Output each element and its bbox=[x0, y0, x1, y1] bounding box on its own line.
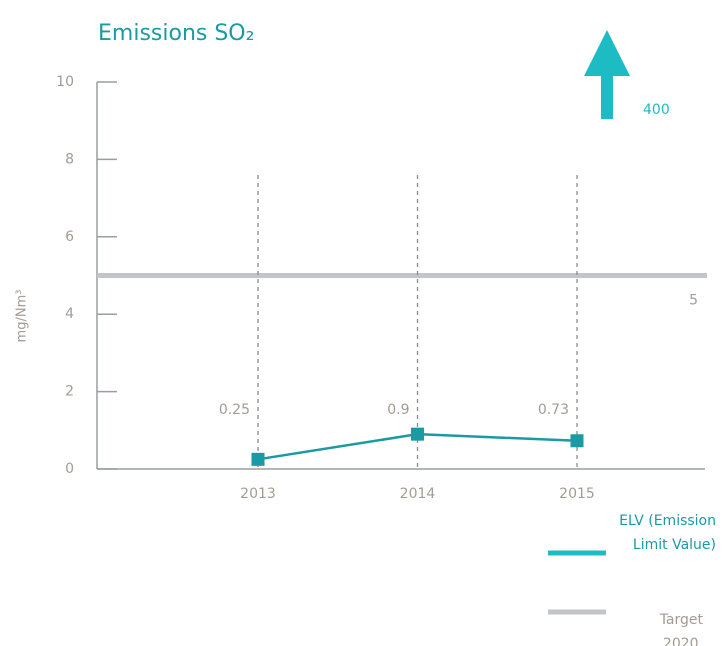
data-label: 0.73 bbox=[538, 402, 569, 418]
data-label: 0.25 bbox=[219, 402, 250, 418]
x-tick-label: 2015 bbox=[559, 486, 595, 502]
y-tick-label: 4 bbox=[65, 306, 74, 322]
data-point bbox=[251, 452, 265, 466]
y-tick-label: 0 bbox=[65, 461, 74, 477]
y-tick-label: 8 bbox=[65, 151, 74, 167]
y-tick-label: 2 bbox=[65, 384, 74, 400]
data-point bbox=[411, 427, 424, 441]
legend-label: Target 2020. bbox=[659, 612, 703, 646]
legend-label: ELV (Emission Limit Value) bbox=[619, 513, 716, 553]
x-tick-label: 2013 bbox=[240, 486, 276, 502]
y-axis-label: mg/Nm³ bbox=[15, 290, 30, 343]
elv-label: 400 bbox=[643, 102, 670, 118]
chart-title: Emissions SO₂ bbox=[98, 21, 254, 46]
x-tick-label: 2014 bbox=[400, 486, 436, 502]
data-point bbox=[570, 434, 584, 448]
y-tick-label: 6 bbox=[65, 229, 74, 245]
elv-arrow bbox=[584, 30, 630, 119]
data-label: 0.9 bbox=[387, 402, 409, 418]
target-label: 5 bbox=[689, 293, 698, 309]
y-tick-label: 10 bbox=[56, 74, 74, 90]
